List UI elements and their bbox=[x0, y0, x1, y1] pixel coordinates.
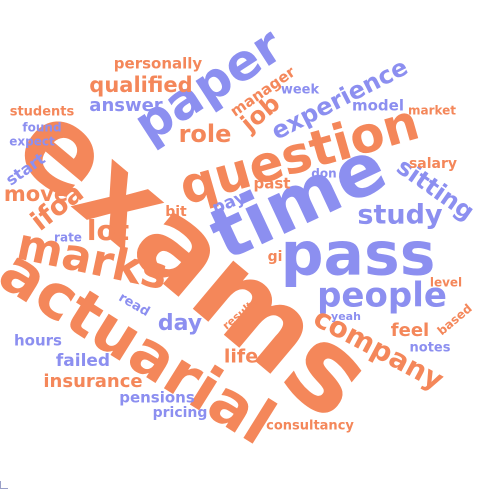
word-market: market bbox=[408, 104, 456, 118]
word-role: role bbox=[179, 120, 232, 148]
word-lot: lot bbox=[87, 214, 129, 247]
word-pensions: pensions bbox=[119, 389, 195, 407]
word-consultancy: consultancy bbox=[266, 419, 354, 434]
word-pricing: pricing bbox=[153, 405, 208, 421]
word-students: students bbox=[10, 105, 75, 120]
word-pass: pass bbox=[281, 220, 436, 290]
word-day: day bbox=[158, 311, 202, 336]
word-insurance: insurance bbox=[43, 371, 142, 392]
word-people: people bbox=[317, 276, 447, 316]
word-rate: rate bbox=[54, 231, 82, 245]
word-found: found bbox=[22, 121, 61, 135]
word-move: move bbox=[4, 182, 68, 206]
word-feel: feel bbox=[391, 320, 429, 341]
word-expect: expect bbox=[9, 135, 55, 149]
corner-marker bbox=[0, 481, 8, 489]
word-hours: hours bbox=[14, 332, 62, 350]
word-failed: failed bbox=[56, 351, 110, 371]
word-model: model bbox=[352, 97, 404, 115]
word-don: don bbox=[311, 167, 336, 181]
word-past: past bbox=[254, 175, 291, 193]
word-gi: gi bbox=[268, 249, 283, 265]
word-life: life bbox=[224, 346, 258, 368]
word-salary: salary bbox=[409, 156, 457, 172]
word-study: study bbox=[357, 200, 443, 231]
word-yeah: yeah bbox=[331, 310, 361, 323]
word-qualified: qualified bbox=[89, 73, 192, 97]
word-bit: bit bbox=[165, 204, 187, 220]
word-answer: answer bbox=[89, 95, 163, 116]
word-notes: notes bbox=[410, 341, 451, 356]
word-level: level bbox=[430, 276, 462, 290]
word-week: week bbox=[281, 83, 320, 98]
word-personally: personally bbox=[114, 55, 203, 73]
